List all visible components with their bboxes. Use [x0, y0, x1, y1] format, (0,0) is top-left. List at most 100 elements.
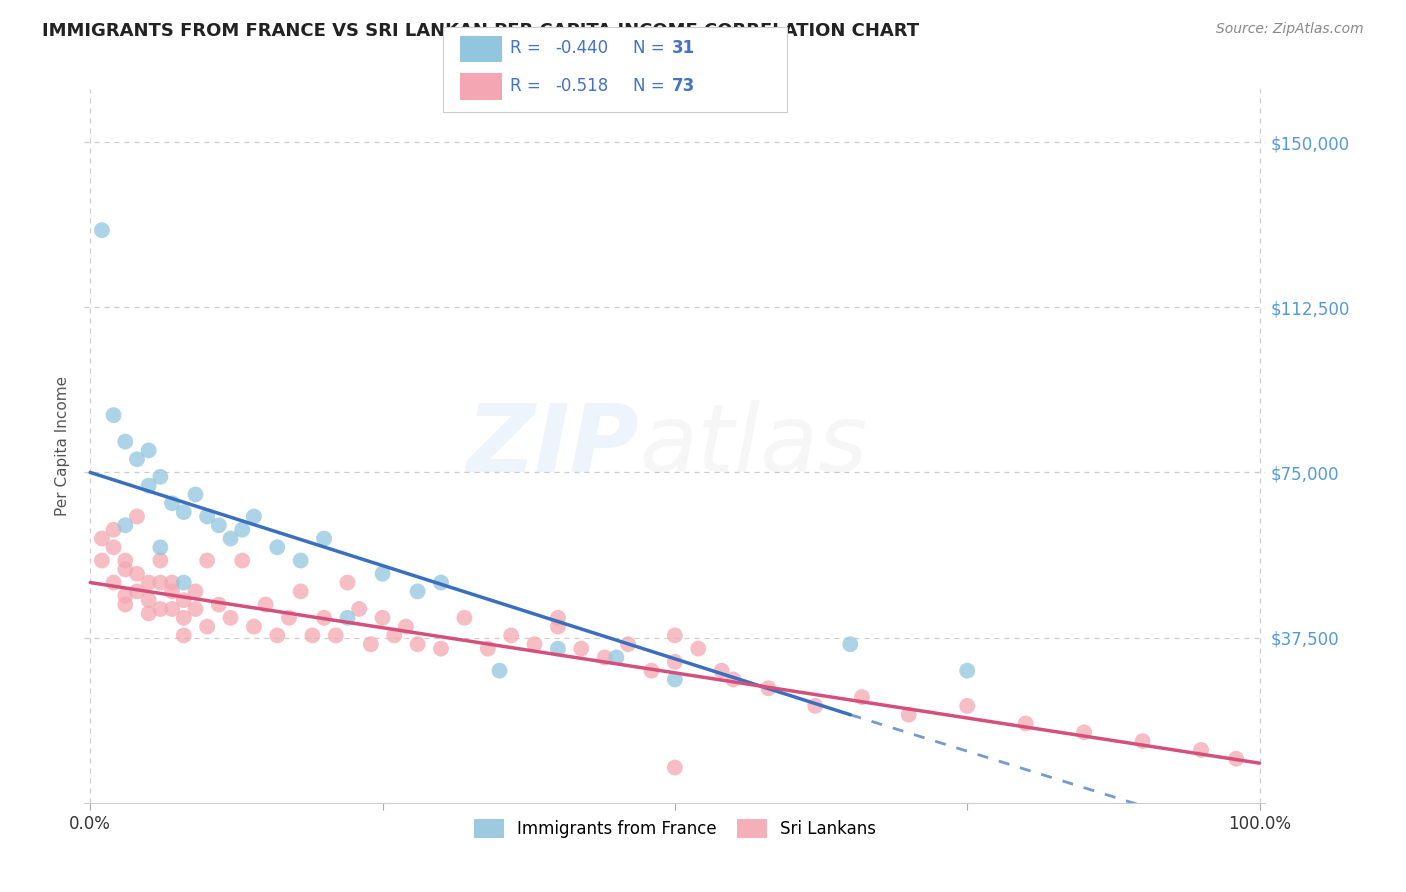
Point — [231, 523, 253, 537]
Point — [406, 637, 429, 651]
Point — [406, 584, 429, 599]
Point — [103, 575, 125, 590]
Point — [160, 602, 183, 616]
Point — [103, 408, 125, 422]
Point — [547, 611, 569, 625]
Point — [710, 664, 733, 678]
Point — [851, 690, 873, 704]
Point — [1132, 734, 1154, 748]
Point — [138, 593, 160, 607]
Point — [208, 518, 231, 533]
Legend: Immigrants from France, Sri Lankans: Immigrants from France, Sri Lankans — [467, 812, 883, 845]
Point — [664, 760, 686, 774]
Point — [90, 532, 112, 546]
Text: R =: R = — [510, 77, 547, 95]
Point — [184, 602, 207, 616]
Point — [173, 575, 195, 590]
Point — [138, 478, 160, 492]
Text: ZIP: ZIP — [467, 400, 640, 492]
Point — [90, 553, 112, 567]
Text: Source: ZipAtlas.com: Source: ZipAtlas.com — [1216, 22, 1364, 37]
Point — [664, 655, 686, 669]
Point — [523, 637, 546, 651]
Point — [477, 641, 499, 656]
Point — [395, 619, 418, 633]
Point — [290, 584, 312, 599]
Point — [897, 707, 920, 722]
Text: IMMIGRANTS FROM FRANCE VS SRI LANKAN PER CAPITA INCOME CORRELATION CHART: IMMIGRANTS FROM FRANCE VS SRI LANKAN PER… — [42, 22, 920, 40]
Point — [195, 619, 218, 633]
Point — [956, 664, 979, 678]
Point — [266, 628, 288, 642]
Point — [149, 553, 172, 567]
Point — [640, 664, 662, 678]
Point — [1189, 743, 1212, 757]
Point — [569, 641, 592, 656]
Point — [103, 523, 125, 537]
Point — [325, 628, 347, 642]
Point — [266, 541, 288, 555]
Point — [138, 443, 160, 458]
Point — [243, 509, 266, 524]
Point — [336, 575, 359, 590]
Point — [347, 602, 370, 616]
Point — [956, 698, 979, 713]
Point — [312, 611, 335, 625]
Point — [195, 509, 218, 524]
Point — [125, 452, 148, 467]
Point — [114, 553, 136, 567]
Point — [138, 607, 160, 621]
Point — [839, 637, 862, 651]
Text: -0.518: -0.518 — [555, 77, 609, 95]
Point — [430, 575, 453, 590]
Point — [312, 532, 335, 546]
Point — [125, 509, 148, 524]
Point — [617, 637, 640, 651]
Text: atlas: atlas — [640, 401, 868, 491]
Point — [90, 223, 112, 237]
Point — [254, 598, 277, 612]
Point — [114, 518, 136, 533]
Point — [804, 698, 827, 713]
Text: N =: N = — [633, 39, 669, 57]
Point — [160, 496, 183, 510]
Point — [138, 575, 160, 590]
Point — [688, 641, 710, 656]
Point — [360, 637, 382, 651]
Point — [160, 575, 183, 590]
Point — [664, 628, 686, 642]
Point — [103, 541, 125, 555]
Point — [173, 611, 195, 625]
Point — [371, 611, 394, 625]
Point — [219, 532, 242, 546]
Point — [173, 628, 195, 642]
Point — [336, 611, 359, 625]
Text: N =: N = — [633, 77, 669, 95]
Point — [149, 575, 172, 590]
Point — [453, 611, 475, 625]
Point — [125, 566, 148, 581]
Text: -0.440: -0.440 — [555, 39, 609, 57]
Point — [723, 673, 745, 687]
Point — [593, 650, 616, 665]
Point — [301, 628, 323, 642]
Point — [430, 641, 453, 656]
Point — [1015, 716, 1038, 731]
Point — [278, 611, 301, 625]
Point — [195, 553, 218, 567]
Point — [547, 641, 569, 656]
Point — [114, 589, 136, 603]
Point — [382, 628, 405, 642]
Point — [1073, 725, 1095, 739]
Text: 31: 31 — [672, 39, 695, 57]
Point — [243, 619, 266, 633]
Point — [184, 584, 207, 599]
Point — [664, 673, 686, 687]
Point — [149, 541, 172, 555]
Point — [758, 681, 780, 696]
Point — [605, 650, 627, 665]
Point — [488, 664, 510, 678]
Point — [290, 553, 312, 567]
Point — [125, 584, 148, 599]
Point — [114, 598, 136, 612]
